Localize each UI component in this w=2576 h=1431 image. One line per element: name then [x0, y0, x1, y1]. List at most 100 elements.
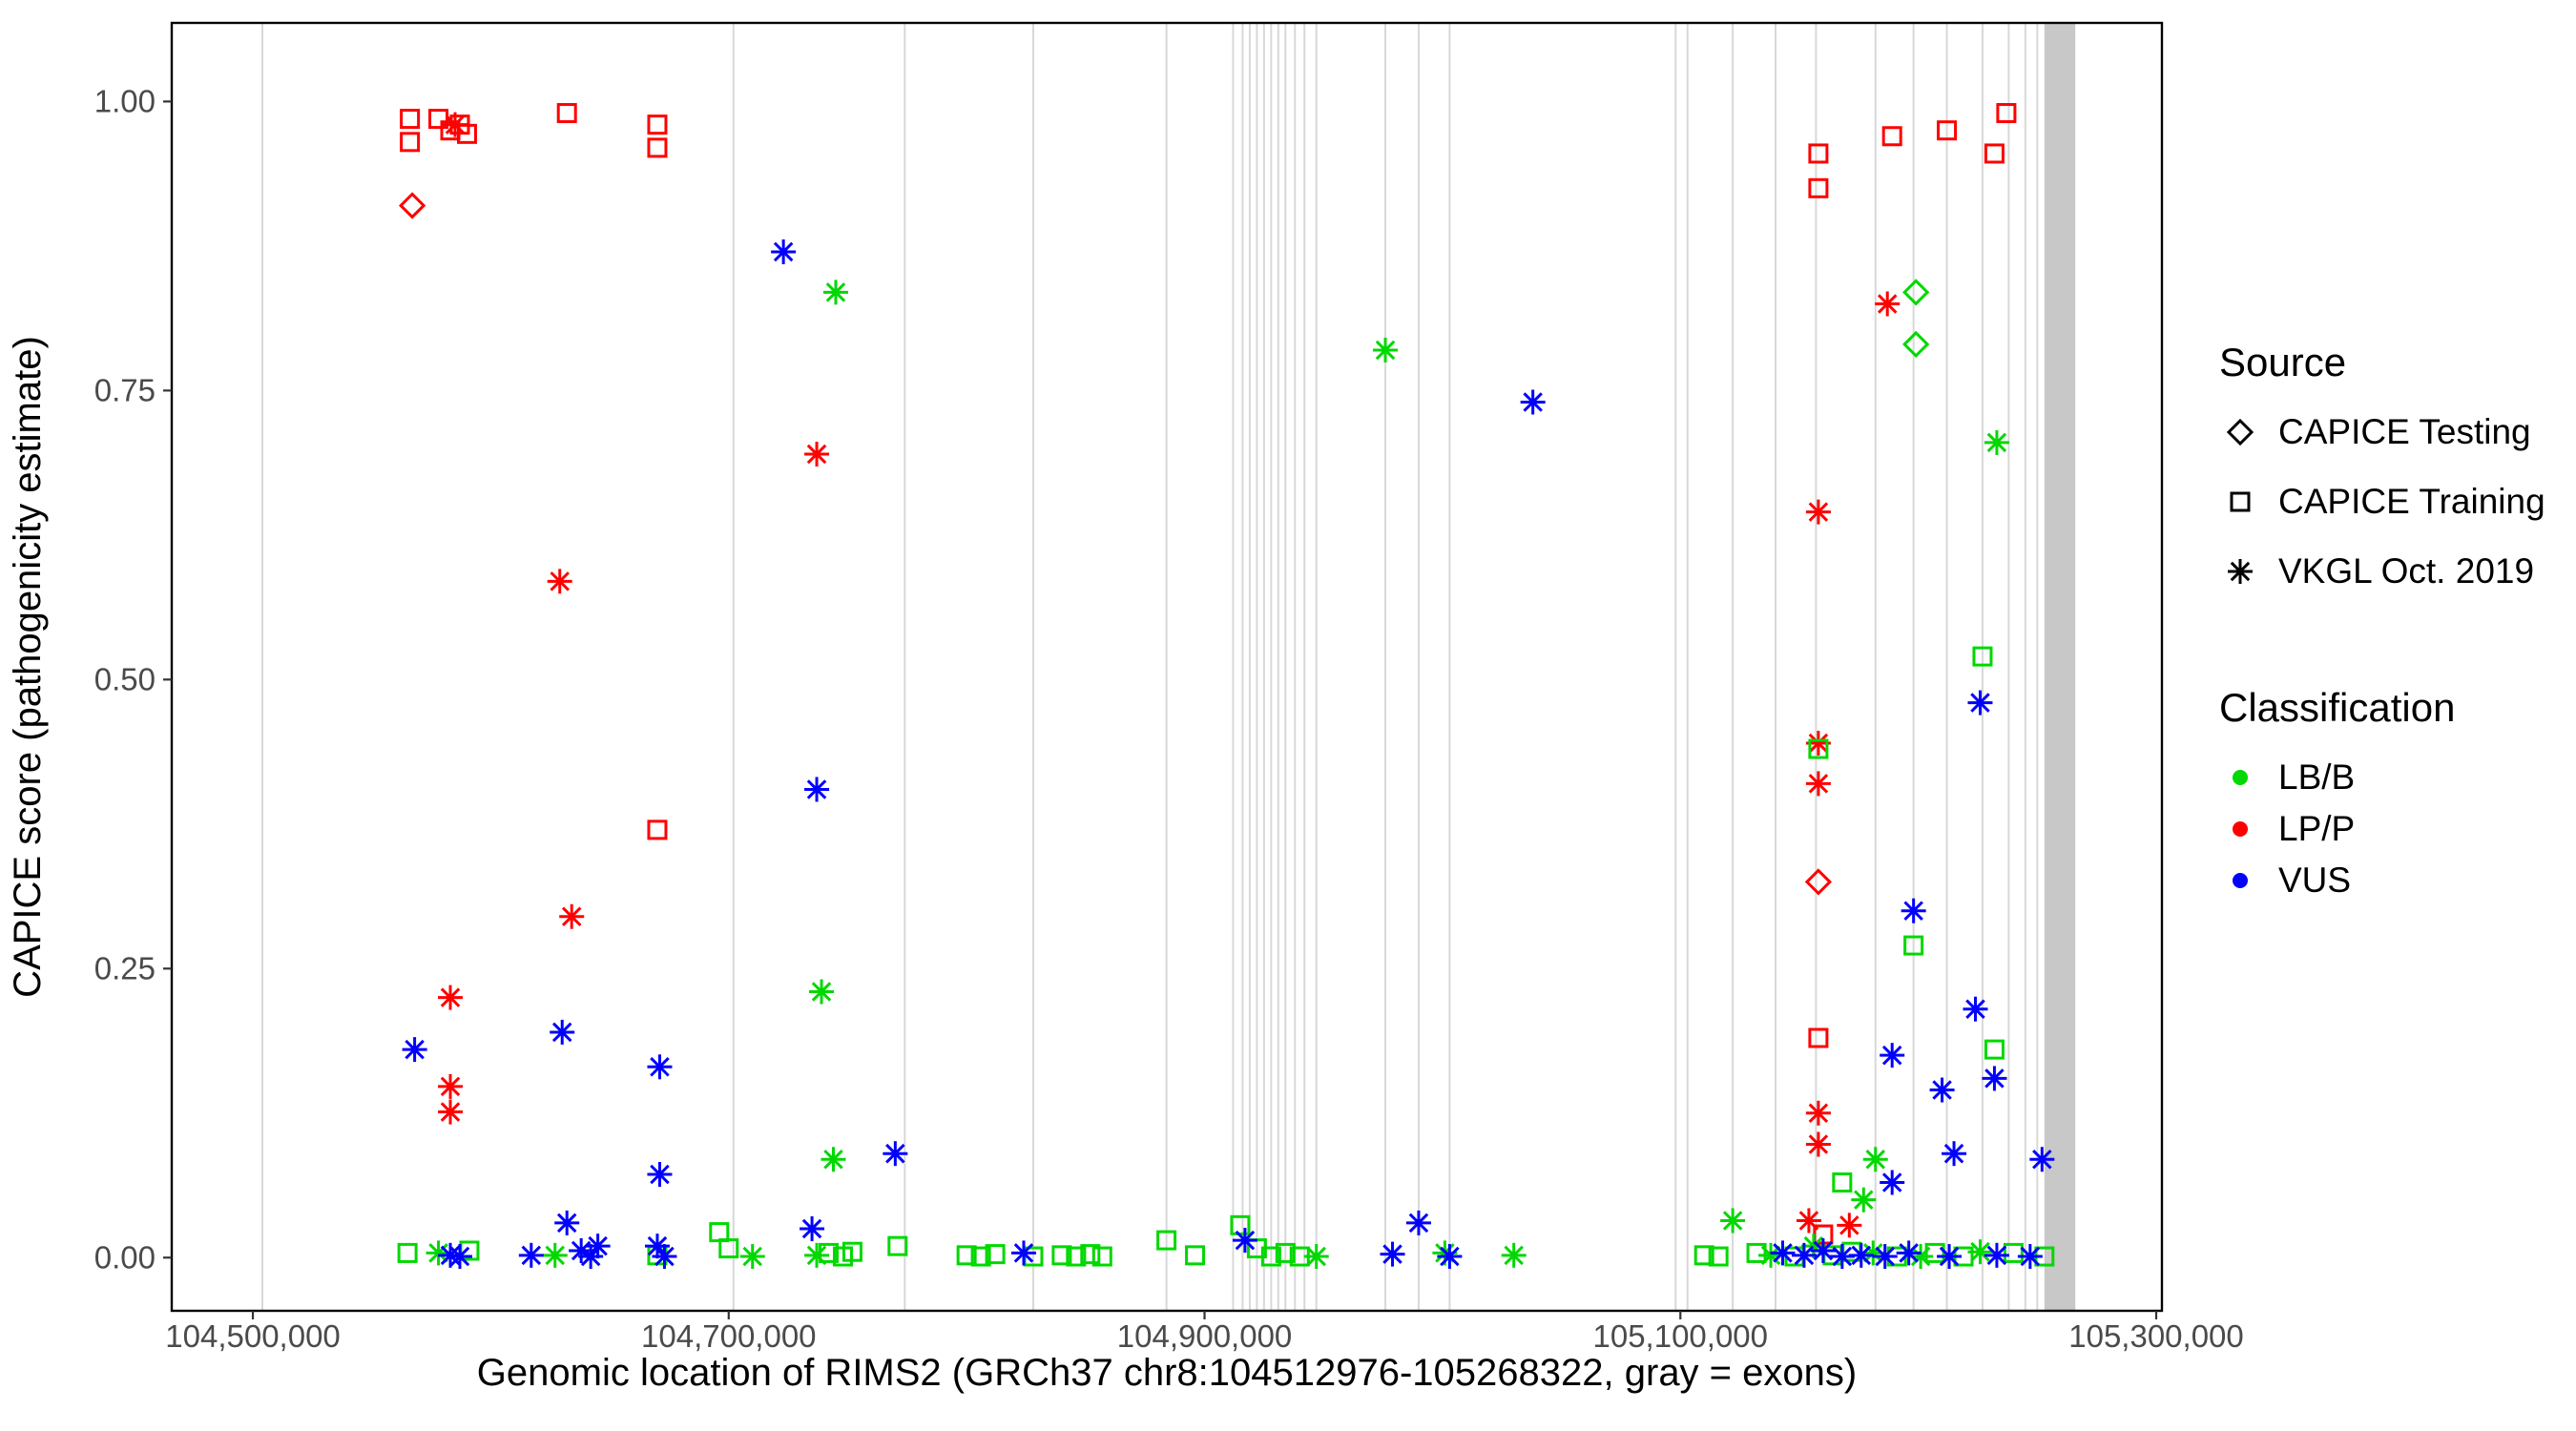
- data-point: [550, 1019, 575, 1045]
- data-point: [1808, 1027, 1829, 1048]
- data-point: [1185, 1245, 1206, 1266]
- data-point: [1937, 120, 1958, 141]
- data-point: [554, 1210, 580, 1235]
- asterisk-icon: [2219, 550, 2261, 592]
- y-tick-label: 0.25: [94, 950, 156, 985]
- data-point: [647, 114, 668, 135]
- data-point: [1080, 1244, 1101, 1265]
- legend-item-label: LB/B: [2278, 757, 2356, 797]
- y-axis-title: CAPICE score (pathogenicity estimate): [7, 336, 49, 998]
- data-point: [1967, 690, 1993, 716]
- data-point: [1984, 143, 2005, 164]
- legend-source-title: Source: [2219, 340, 2347, 384]
- x-axis-title: Genomic location of RIMS2 (GRCh37 chr8:1…: [477, 1352, 1857, 1394]
- data-point: [447, 1244, 472, 1270]
- data-point: [1982, 1066, 2007, 1091]
- data-point: [585, 1234, 611, 1259]
- data-point: [1156, 1230, 1177, 1251]
- data-point: [841, 1241, 862, 1262]
- data-point: [709, 1222, 730, 1243]
- data-point: [1808, 177, 1829, 198]
- data-point: [1967, 1239, 1993, 1265]
- legend-item-vus: VUS: [2219, 859, 2563, 902]
- data-point: [804, 777, 830, 802]
- data-point: [804, 1242, 830, 1268]
- data-point: [1693, 1245, 1714, 1266]
- data-point: [1984, 429, 2009, 455]
- data-point: [771, 238, 797, 264]
- data-point: [1880, 1170, 1905, 1195]
- data-point: [2017, 1244, 2043, 1270]
- data-point: [1796, 1208, 1821, 1234]
- legend-item-capice-testing: CAPICE Testing: [2219, 410, 2563, 454]
- legend-item-capice-training: CAPICE Training: [2219, 480, 2563, 524]
- legend-item-label: VKGL Oct. 2019: [2278, 551, 2535, 591]
- data-point: [402, 1037, 427, 1063]
- legend-item-label: CAPICE Training: [2278, 482, 2545, 521]
- data-point: [438, 1099, 464, 1125]
- data-point: [822, 280, 848, 305]
- data-point: [1880, 1043, 1905, 1068]
- exon-lines-layer: [261, 24, 2076, 1310]
- data-point: [985, 1244, 1006, 1265]
- axes-layer: 104,500,000 104,700,000 104,900,000 105,100…: [94, 21, 2244, 1354]
- data-point: [1437, 1244, 1463, 1270]
- data-point: [883, 1141, 908, 1167]
- data-point: [559, 903, 585, 929]
- square-icon: [2219, 481, 2261, 523]
- data-point: [1903, 935, 1924, 956]
- data-point: [1520, 389, 1546, 415]
- data-point: [400, 109, 421, 130]
- data-point: [2029, 1147, 2055, 1172]
- data-point: [1708, 1246, 1729, 1267]
- data-point: [1942, 1141, 1967, 1167]
- data-point: [1929, 1077, 1955, 1103]
- legend-item-lpp: LP/P: [2219, 807, 2563, 851]
- legend-shape: [2230, 491, 2251, 512]
- data-point: [1805, 1131, 1831, 1157]
- data-point: [1937, 1244, 1963, 1270]
- data-point: [1091, 1246, 1112, 1267]
- data-point: [547, 569, 572, 594]
- data-point: [809, 979, 835, 1005]
- data-point: [1051, 1245, 1072, 1266]
- data-point: [518, 1242, 544, 1268]
- data-point: [1862, 1147, 1888, 1172]
- data-point: [956, 1245, 977, 1266]
- points-layer: [397, 103, 2055, 1270]
- data-point: [1901, 898, 1926, 923]
- data-point: [443, 112, 468, 137]
- data-point: [647, 137, 668, 158]
- data-point: [1405, 1210, 1431, 1235]
- data-point: [1872, 1244, 1898, 1270]
- data-point: [1902, 330, 1930, 359]
- red-dot-icon: [2219, 808, 2261, 850]
- y-tick-label: 0.50: [94, 661, 156, 696]
- data-point: [1808, 738, 1829, 759]
- data-point: [647, 1054, 673, 1080]
- data-point: [647, 1162, 673, 1188]
- legend-item-vkgl: VKGL Oct. 2019: [2219, 550, 2563, 593]
- data-point: [1260, 1246, 1281, 1267]
- data-point: [1770, 1240, 1796, 1266]
- data-point: [438, 1073, 464, 1099]
- data-point: [1758, 1242, 1784, 1268]
- data-point: [1805, 1100, 1831, 1126]
- data-point: [1808, 143, 1829, 164]
- data-point: [438, 985, 464, 1010]
- y-tick-label: 1.00: [94, 83, 156, 118]
- data-point: [1746, 1242, 1767, 1263]
- legend-classification-title: Classification: [2219, 685, 2456, 730]
- data-point: [1805, 499, 1831, 525]
- data-point: [400, 132, 421, 153]
- x-tick-label: 104,900,000: [1117, 1318, 1293, 1354]
- data-point: [1896, 1240, 1922, 1266]
- data-point: [1837, 1213, 1862, 1238]
- data-point: [821, 1147, 846, 1172]
- data-point: [1848, 1242, 1874, 1268]
- x-tick-label: 104,500,000: [165, 1318, 341, 1354]
- data-point: [397, 1242, 418, 1263]
- data-point: [887, 1235, 908, 1256]
- exon-band: [2044, 24, 2076, 1310]
